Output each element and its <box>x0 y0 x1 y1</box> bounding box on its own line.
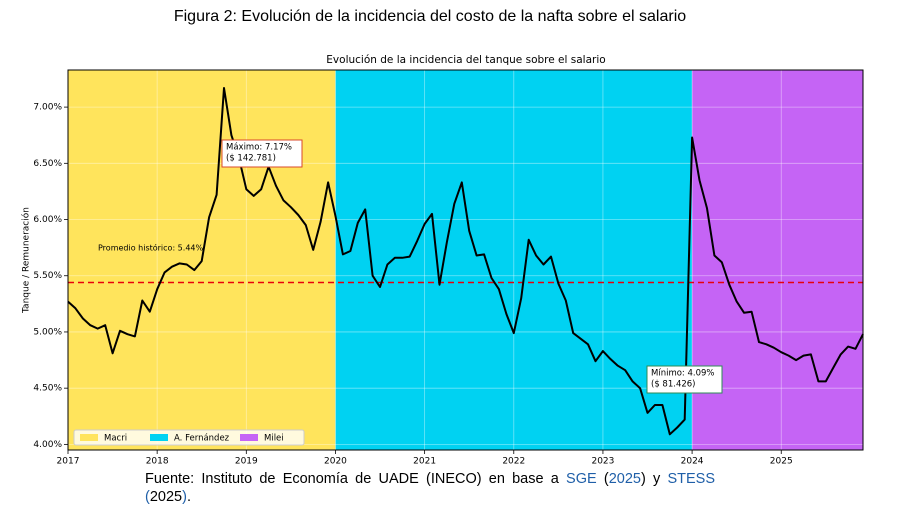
y-tick-label: 4.50% <box>33 384 62 394</box>
caption-link[interactable]: 2025 <box>608 471 641 487</box>
legend-swatch <box>80 434 98 441</box>
legend-box <box>73 429 305 446</box>
caption-link[interactable]: ) <box>182 489 187 505</box>
annotation-box <box>646 365 723 394</box>
caption-link[interactable]: ( <box>145 489 150 505</box>
caption-text: ) y <box>640 471 668 487</box>
chart-title: Evolución de la incidencia del tanque so… <box>326 54 605 66</box>
legend-swatch <box>240 434 258 441</box>
y-tick-label: 5.00% <box>33 327 62 337</box>
x-tick-label: 2022 <box>502 457 525 467</box>
annotation-text: Máximo: 7.17% <box>226 143 292 153</box>
caption-link[interactable]: SGE <box>566 471 597 487</box>
x-tick-label: 2024 <box>681 457 704 467</box>
annotation-text: ($ 142.781) <box>226 154 276 164</box>
x-tick-label: 2023 <box>591 457 614 467</box>
y-tick-label: 6.50% <box>33 159 62 169</box>
legend-label: A. Fernández <box>174 434 230 444</box>
y-tick-label: 5.50% <box>33 271 62 281</box>
figure-title: Figura 2: Evolución de la incidencia del… <box>173 8 687 25</box>
x-tick-label: 2019 <box>235 457 258 467</box>
caption: Fuente: Instituto de Economía de UADE (I… <box>145 470 715 506</box>
caption-link[interactable]: STESS <box>667 471 716 487</box>
x-tick-label: 2021 <box>413 457 436 467</box>
chart: Evolución de la incidencia del tanque so… <box>21 54 864 467</box>
y-axis-label: Tanque / Remuneración <box>21 207 32 314</box>
caption-text: Fuente: Instituto de Economía de UADE (I… <box>145 471 567 487</box>
y-tick-label: 4.00% <box>33 440 62 450</box>
reference-label: Promedio histórico: 5.44% <box>98 243 203 253</box>
caption-text: ( <box>596 471 609 487</box>
annotation-box <box>221 139 303 168</box>
y-tick-label: 6.00% <box>33 215 62 225</box>
x-tick-label: 2018 <box>146 457 169 467</box>
x-tick-label: 2020 <box>324 457 347 467</box>
legend: Macri A. Fernández Milei <box>73 429 305 446</box>
plot-frame <box>67 69 864 451</box>
caption-text: 2025 <box>149 489 183 505</box>
x-tick-label: 2025 <box>770 457 793 467</box>
legend-swatch <box>150 434 168 441</box>
y-tick-label: 7.00% <box>33 103 62 113</box>
period-band <box>335 70 693 450</box>
annotation-text: Mínimo: 4.09% <box>651 369 715 379</box>
legend-label: Macri <box>104 434 127 444</box>
x-tick-label: 2017 <box>57 457 80 467</box>
annotation-text: ($ 81.426) <box>651 380 695 390</box>
legend-label: Milei <box>264 434 284 444</box>
data-line <box>67 87 864 436</box>
caption-text: . <box>186 489 191 505</box>
